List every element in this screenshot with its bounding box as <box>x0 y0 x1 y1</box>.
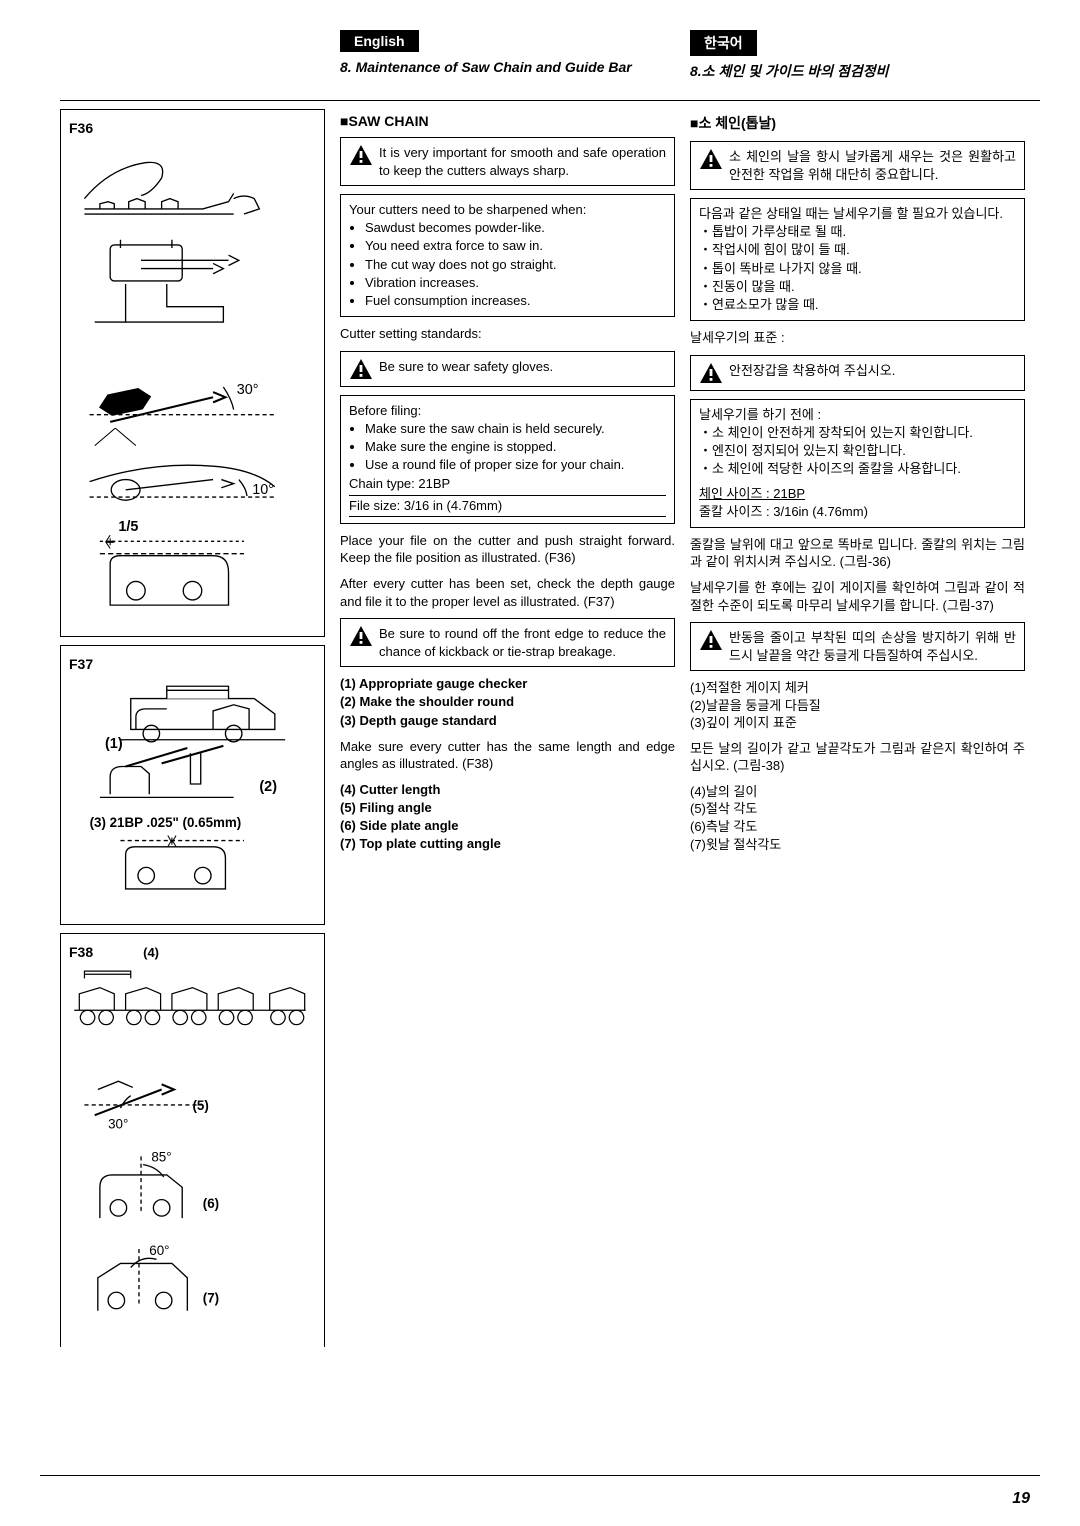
kr-bullet: 톱밥이 가루상태로 될 때. <box>712 224 846 239</box>
en-legend: (2) Make the shoulder round <box>340 693 675 711</box>
en-bullet: The cut way does not go straight. <box>365 256 666 274</box>
en-legend: (4) Cutter length <box>340 781 675 799</box>
en-bullet: Use a round file of proper size for your… <box>365 456 666 474</box>
kr-sharpen-intro: 다음과 같은 상태일 때는 날세우기를 할 필요가 있습니다. <box>699 205 1016 223</box>
kr-p2: 날세우기를 한 후에는 깊이 게이지를 확인하여 그림과 같이 적절한 수준이 … <box>690 579 1025 614</box>
kr-legend: (3)깊이 게이지 표준 <box>690 714 1025 732</box>
kr-sawchain-heading: ■소 체인(톱날) <box>690 113 1025 133</box>
warning-icon <box>349 625 373 647</box>
svg-text:1/5: 1/5 <box>118 519 138 535</box>
f38-label: F38 <box>69 944 93 960</box>
kr-bullet: 톱이 똑바로 나가지 않을 때. <box>712 261 862 276</box>
kr-legend: (6)측날 각도 <box>690 818 1025 836</box>
kr-p1: 줄칼을 날위에 대고 앞으로 똑바로 밉니다. 줄칼의 위치는 그림과 같이 위… <box>690 536 1025 571</box>
en-p2: After every cutter has been set, check t… <box>340 575 675 610</box>
svg-text:(2): (2) <box>259 779 277 795</box>
kr-chain-type: 체인 사이즈 : 21BP <box>699 486 805 501</box>
en-legend: (1) Appropriate gauge checker <box>340 675 675 693</box>
kr-bullet: 소 체인에 적당한 사이즈의 줄칼을 사용합니다. <box>712 461 961 476</box>
en-chain-type: Chain type: 21BP <box>349 475 666 493</box>
en-sharpen-intro: Your cutters need to be sharpened when: <box>349 201 666 219</box>
en-p3: Make sure every cutter has the same leng… <box>340 738 675 773</box>
svg-text:10°: 10° <box>252 482 274 498</box>
kr-legend: (7)윗날 절삭각도 <box>690 836 1025 854</box>
en-warning-2: Be sure to wear safety gloves. <box>340 351 675 387</box>
svg-text:(1): (1) <box>105 736 123 752</box>
kr-bullet: 소 체인이 안전하게 장착되어 있는지 확인합니다. <box>712 425 973 440</box>
warning-icon <box>349 144 373 166</box>
kr-warning-1: 소 체인의 날을 항시 날카롭게 새우는 것은 원활하고 안전한 작업을 위해 … <box>690 141 1025 190</box>
kr-legend: (1)적절한 게이지 체커 <box>690 679 1025 697</box>
en-warning-3: Be sure to round off the front edge to r… <box>340 618 675 667</box>
f37-label: F37 <box>69 656 316 672</box>
svg-text:60°: 60° <box>149 1244 169 1259</box>
svg-text:(3) 21BP .025" (0.65mm): (3) 21BP .025" (0.65mm) <box>90 815 242 830</box>
kr-std: 날세우기의 표준 : <box>690 329 1025 347</box>
kr-warning-3: 반동을 줄이고 부착된 띠의 손상을 방지하기 위해 반드시 날끝을 약간 둥글… <box>690 622 1025 671</box>
kr-warning-2: 안전장갑을 착용하여 주십시오. <box>690 355 1025 391</box>
en-bullet: Vibration increases. <box>365 274 666 292</box>
en-before: Before filing: <box>349 402 666 420</box>
kr-bullet: 엔진이 정지되어 있는지 확인합니다. <box>712 443 906 458</box>
en-legend: (6) Side plate angle <box>340 817 675 835</box>
kr-file-size: 줄칼 사이즈 : 3/16in (4.76mm) <box>699 503 1016 521</box>
en-legend: (3) Depth gauge standard <box>340 712 675 730</box>
svg-text:(7): (7) <box>203 1291 219 1306</box>
en-std: Cutter setting standards: <box>340 325 675 343</box>
svg-text:(6): (6) <box>203 1196 219 1211</box>
en-bullet: Fuel consumption increases. <box>365 292 666 310</box>
warning-icon <box>699 629 723 651</box>
figure-f37: F37 (1) <box>60 645 325 926</box>
en-bullet: Sawdust becomes powder-like. <box>365 219 666 237</box>
en-legend: (5) Filing angle <box>340 799 675 817</box>
kr-bullet: 연료소모가 많을 때. <box>712 297 819 312</box>
warning-icon <box>699 148 723 170</box>
en-p1: Place your file on the cutter and push s… <box>340 532 675 567</box>
kr-p3: 모든 날의 길이가 같고 날끝각도가 그림과 같은지 확인하여 주십시오. (그… <box>690 740 1025 775</box>
figure-f38: F38 (4) <box>60 933 325 1347</box>
english-badge: English <box>340 30 419 52</box>
svg-text:30°: 30° <box>237 382 259 398</box>
en-section-title: 8. Maintenance of Saw Chain and Guide Ba… <box>340 58 675 76</box>
en-file-size: File size: 3/16 in (4.76mm) <box>349 495 666 517</box>
warning-icon <box>699 362 723 384</box>
en-bullet: Make sure the engine is stopped. <box>365 438 666 456</box>
kr-bullet: 진동이 많을 때. <box>712 279 795 294</box>
kr-section-title: 8.소 체인 및 가이드 바의 점검정비 <box>690 62 1025 80</box>
en-bullet: Make sure the saw chain is held securely… <box>365 420 666 438</box>
kr-before: 날세우기를 하기 전에 : <box>699 406 1016 424</box>
en-legend: (7) Top plate cutting angle <box>340 835 675 853</box>
en-warning-1: It is very important for smooth and safe… <box>340 137 675 186</box>
figure-f36: F36 <box>60 109 325 637</box>
korean-badge: 한국어 <box>690 30 757 56</box>
svg-text:85°: 85° <box>151 1150 171 1165</box>
en-sawchain-heading: ■SAW CHAIN <box>340 113 675 129</box>
kr-bullet: 작업시에 힘이 많이 들 때. <box>712 242 850 257</box>
f36-label: F36 <box>69 120 316 136</box>
kr-legend: (4)날의 길이 <box>690 783 1025 801</box>
en-bullet: You need extra force to saw in. <box>365 237 666 255</box>
svg-text:(5): (5) <box>193 1098 209 1113</box>
kr-legend: (2)날끝을 둥글게 다듬질 <box>690 697 1025 715</box>
page-number: 19 <box>1012 1490 1030 1508</box>
kr-legend: (5)절삭 각도 <box>690 800 1025 818</box>
svg-text:30°: 30° <box>108 1117 128 1132</box>
warning-icon <box>349 358 373 380</box>
